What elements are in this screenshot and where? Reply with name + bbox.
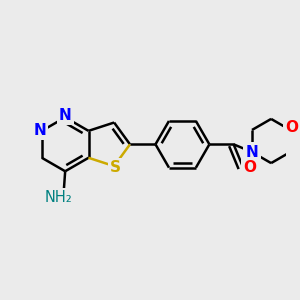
Text: O: O bbox=[243, 160, 256, 175]
Text: N: N bbox=[59, 108, 71, 123]
Text: N: N bbox=[246, 145, 258, 160]
Text: S: S bbox=[110, 160, 121, 175]
Text: O: O bbox=[285, 120, 298, 135]
Text: N: N bbox=[33, 123, 46, 138]
Text: NH₂: NH₂ bbox=[44, 190, 72, 205]
